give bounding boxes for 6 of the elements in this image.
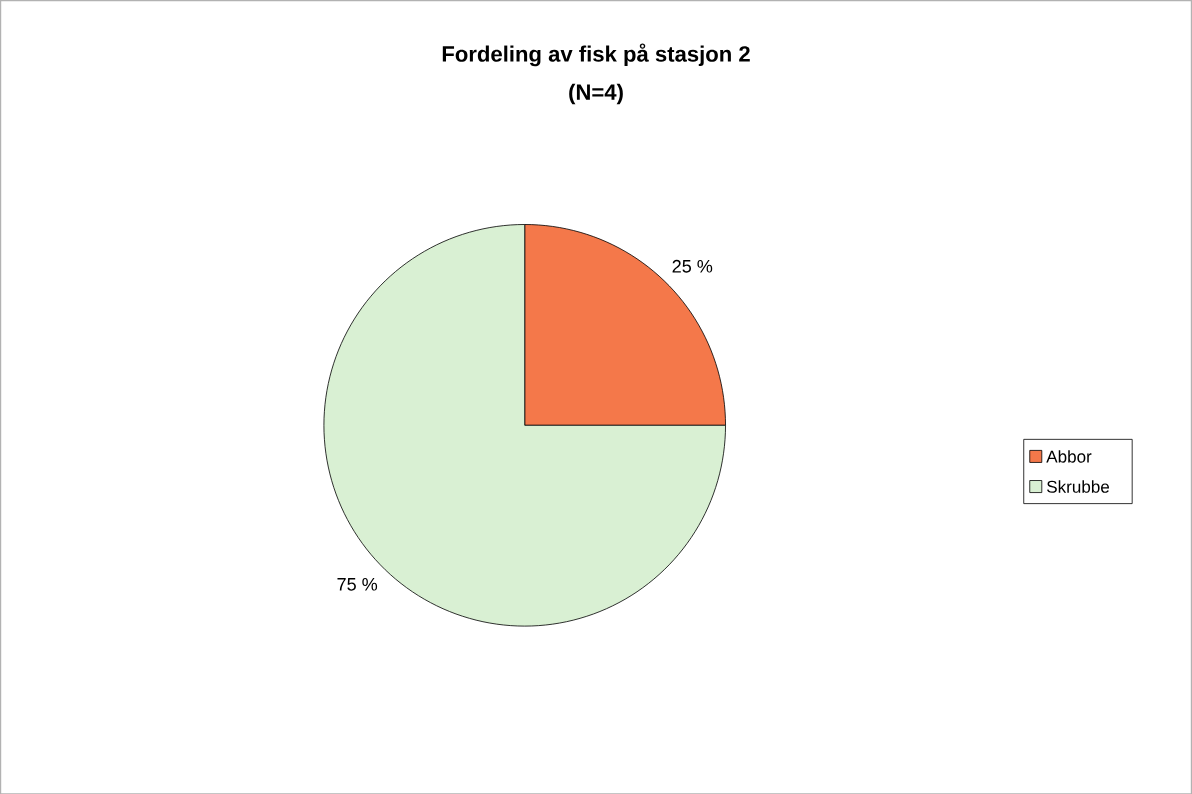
legend-label: Abbor bbox=[1046, 449, 1092, 463]
data-label: 75 % bbox=[337, 577, 378, 591]
chart-subtitle: (N=4) bbox=[569, 83, 623, 105]
chart-title: Fordeling av fisk på stasjon 2 bbox=[442, 43, 750, 67]
legend-label: Skrubbe bbox=[1047, 480, 1110, 493]
data-label: 25 % bbox=[672, 259, 713, 273]
